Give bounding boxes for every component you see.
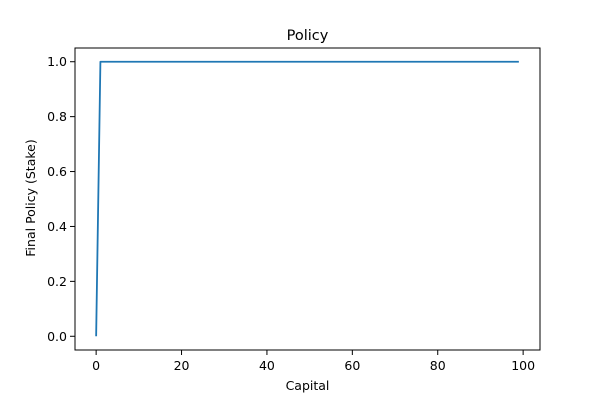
y-axis-ticks: 0.0 0.2 0.4 0.6 0.8 1.0: [47, 54, 75, 344]
plot-frame: [74, 47, 541, 351]
y-tick-label: 0.4: [47, 219, 67, 234]
x-axis-label: Capital: [286, 378, 330, 393]
x-tick-label: 40: [259, 358, 275, 373]
y-axis-label: Final Policy (Stake): [23, 139, 38, 256]
x-tick-label: 0: [92, 358, 100, 373]
y-tick-label: 0.0: [47, 329, 67, 344]
chart-title: Policy: [287, 28, 329, 44]
x-tick-label: 100: [511, 358, 535, 373]
y-tick-label: 1.0: [47, 54, 67, 69]
x-axis-ticks: 0 20 40 60 80 100: [92, 350, 535, 373]
x-tick-label: 60: [344, 358, 360, 373]
y-tick-label: 0.8: [47, 109, 67, 124]
y-tick-label: 0.2: [47, 274, 67, 289]
policy-series-line: [95, 60, 519, 337]
y-tick-label: 0.6: [47, 164, 67, 179]
series-layer: [95, 60, 519, 337]
x-tick-label: 80: [430, 358, 446, 373]
x-tick-label: 20: [174, 358, 190, 373]
